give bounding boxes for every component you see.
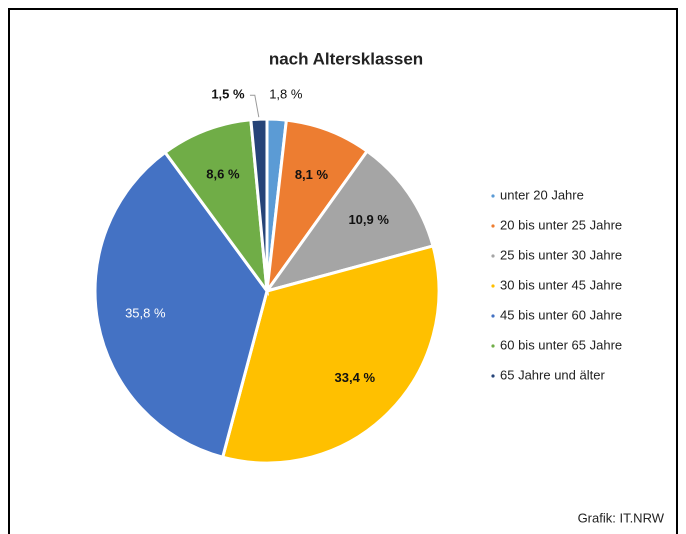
legend-marker	[491, 284, 495, 288]
pie-slice	[163, 118, 270, 297]
legend-marker	[491, 254, 495, 258]
legend-label: 45 bis unter 60 Jahre	[500, 307, 622, 322]
legend-label: 30 bis unter 45 Jahre	[500, 277, 622, 292]
data-label: 1,5 %	[211, 87, 245, 102]
data-label: 8,6 %	[206, 167, 240, 182]
data-label: 8,1 %	[295, 167, 329, 182]
pie-slice	[93, 150, 269, 460]
source: Grafik: IT.NRW	[578, 510, 665, 525]
pie-slice	[264, 118, 370, 297]
data-label: 10,9 %	[348, 212, 389, 227]
legend-marker	[491, 344, 495, 348]
data-label: 33,4 %	[335, 370, 376, 385]
legend-label: unter 20 Jahre	[500, 187, 584, 202]
legend-label: 65 Jahre und älter	[500, 367, 605, 382]
legend-marker	[491, 374, 495, 378]
legend-label: 60 bis unter 65 Jahre	[500, 337, 622, 352]
legend-marker	[491, 224, 495, 228]
chart-title: nach Altersklassen	[269, 49, 423, 68]
pie-slice	[249, 117, 269, 292]
pie-slice	[220, 244, 441, 465]
legend-label: 25 bis unter 30 Jahre	[500, 247, 622, 262]
legend-label: 20 bis unter 25 Jahre	[500, 217, 622, 232]
legend-marker	[491, 194, 495, 198]
legend-marker	[491, 314, 495, 318]
data-label: 1,8 %	[269, 87, 303, 102]
leader-line	[249, 94, 260, 118]
data-label: 35,8 %	[125, 305, 166, 320]
